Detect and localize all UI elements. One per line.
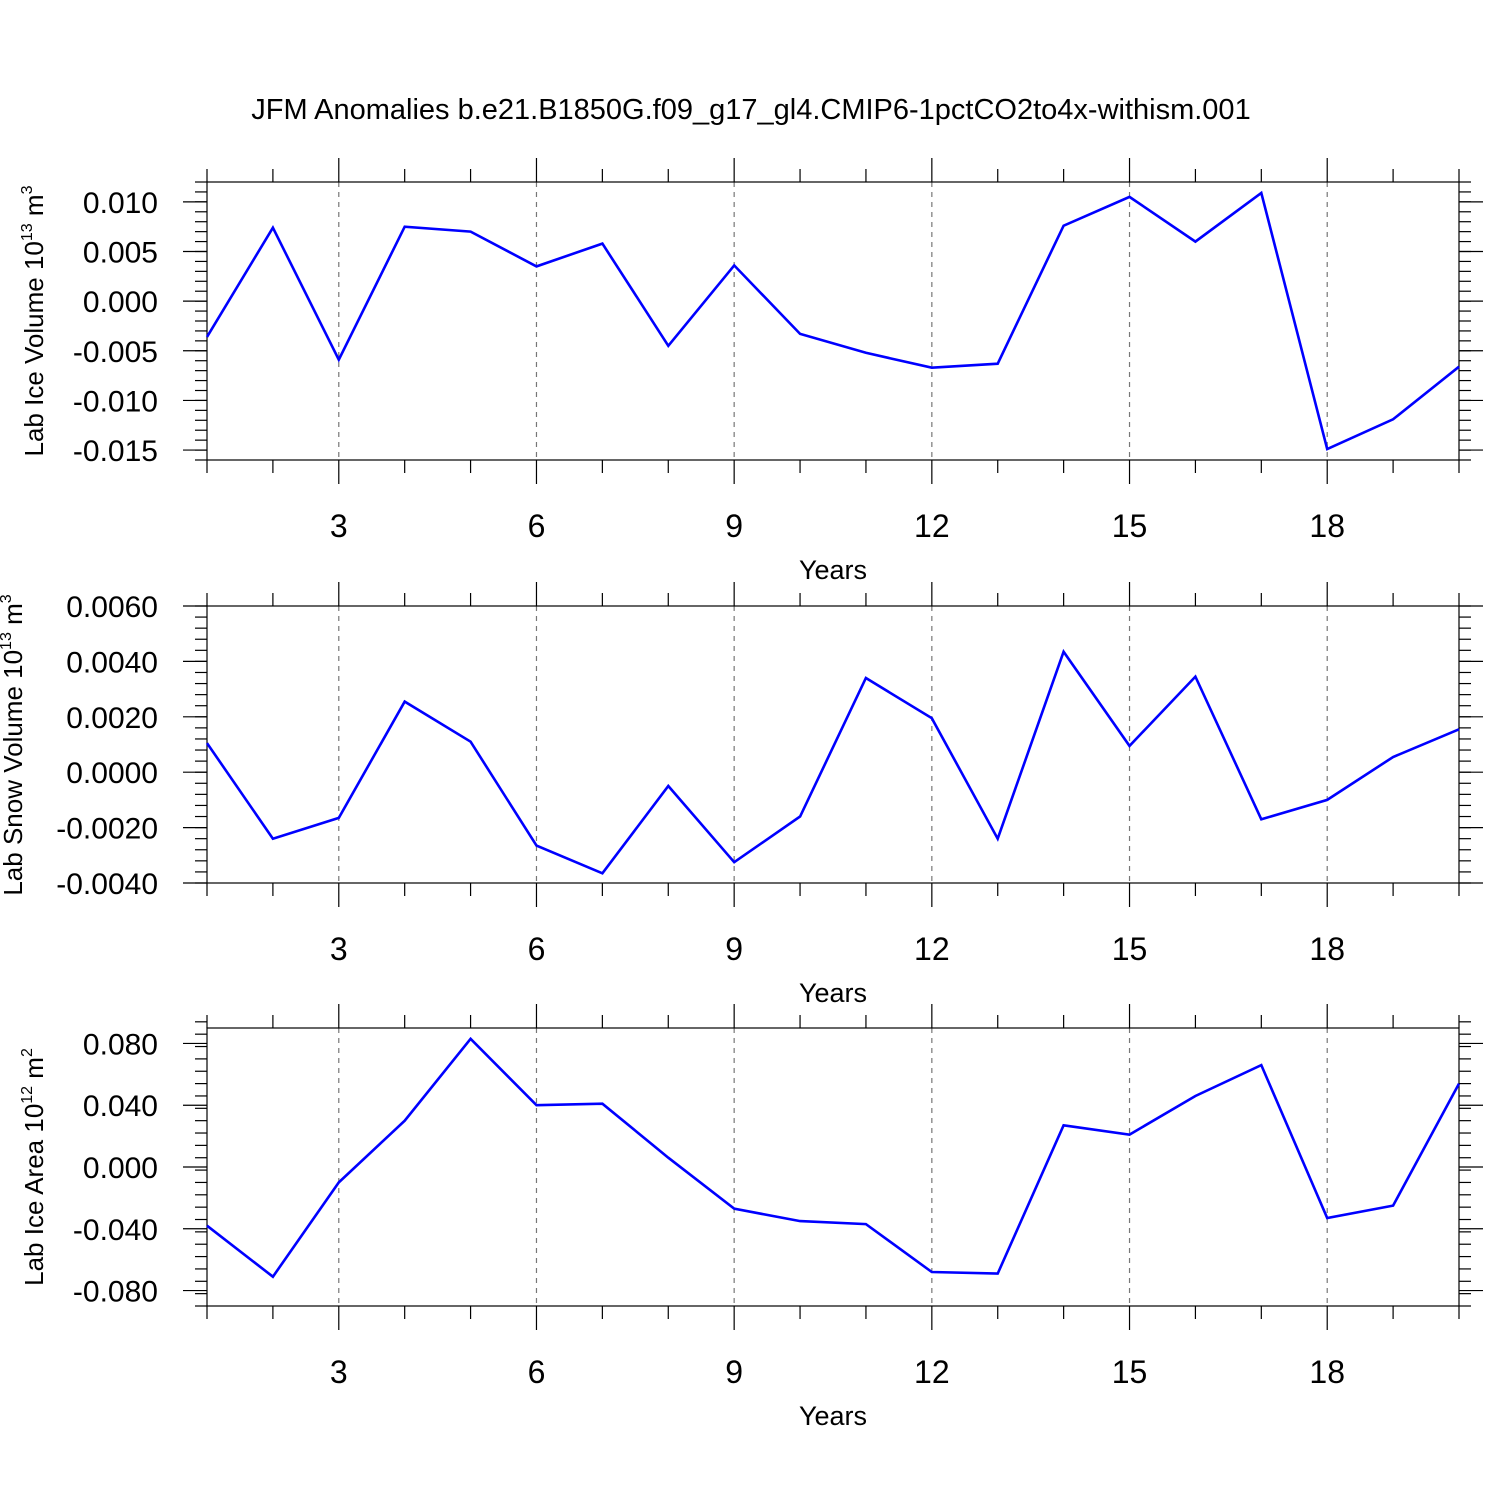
x-tick-label: 15	[1112, 931, 1148, 967]
y-axis-label: Lab Ice Volume 1013 m3	[19, 185, 49, 456]
x-tick-label: 9	[725, 931, 743, 967]
plot-frame	[206, 1027, 1460, 1307]
x-tick-label: 6	[528, 931, 546, 967]
series-line	[205, 648, 1460, 875]
y-tick-label: 0.005	[83, 237, 158, 270]
y-axis-label-unit-exponent: 3	[0, 594, 15, 603]
series-line	[206, 1036, 1461, 1279]
y-tick-label: -0.015	[73, 435, 158, 468]
y-tick-label: 0.040	[83, 1090, 158, 1123]
x-tick-label: 3	[330, 931, 348, 967]
x-tick-label: 12	[914, 1354, 950, 1390]
y-axis-label-exponent: 13	[19, 223, 36, 241]
x-tick-label: 18	[1309, 1354, 1345, 1390]
y-axis-label-exponent: 13	[0, 632, 15, 650]
y-axis-label-exponent: 12	[19, 1086, 36, 1104]
y-tick-label: 0.010	[83, 187, 158, 220]
panel-3: 0.080 0.040 0.000 -0.040 -0.080 3 6 9 12 15 18 Year…	[19, 1004, 1483, 1431]
y-axis-label-unit: m	[19, 1057, 49, 1086]
y-axis-label-text: Lab Ice Volume 10	[19, 241, 49, 456]
y-tick-label: 0.0000	[66, 757, 158, 790]
x-axis-label: Years	[799, 555, 867, 585]
x-tick-label: 6	[528, 1354, 546, 1390]
y-tick-label: -0.005	[73, 336, 158, 369]
y-axis-label-text: Lab Ice Area 10	[19, 1104, 49, 1286]
y-tick-label: -0.0020	[56, 813, 158, 846]
y-tick-label: -0.040	[73, 1214, 158, 1247]
y-tick-label: 0.0020	[66, 702, 158, 735]
y-tick-label: 0.0060	[66, 591, 158, 624]
x-tick-label: 15	[1112, 1354, 1148, 1390]
x-tick-label: 3	[330, 1354, 348, 1390]
y-tick-label: 0.000	[83, 1152, 158, 1185]
x-tick-label: 3	[330, 508, 348, 544]
x-axis-label: Years	[799, 1401, 867, 1431]
y-axis-label: Lab Snow Volume 1013 m3	[0, 594, 28, 895]
x-tick-label: 12	[914, 931, 950, 967]
y-axis-label-unit: m	[19, 194, 49, 223]
y-axis-label: Lab Ice Area 1012 m2	[19, 1048, 49, 1286]
x-tick-label: 12	[914, 508, 950, 544]
y-tick-label: -0.0040	[56, 868, 158, 901]
y-axis-label-text: Lab Snow Volume 10	[0, 650, 28, 896]
x-tick-label: 15	[1112, 508, 1148, 544]
x-tick-label: 9	[725, 1354, 743, 1390]
y-axis-label-unit-exponent: 2	[19, 1048, 36, 1057]
y-tick-label: 0.080	[83, 1028, 158, 1061]
x-tick-label: 9	[725, 508, 743, 544]
y-axis-label-unit: m	[0, 603, 28, 632]
y-tick-label: 0.000	[83, 286, 158, 319]
x-tick-label: 18	[1309, 508, 1345, 544]
y-tick-label: -0.010	[73, 385, 158, 418]
panel-2: 0.0060 0.0040 0.0020 0.0000 -0.0020 -0.0040 3 6…	[0, 582, 1483, 1008]
panels: 0.010 0.005 0.000 -0.005 -0.010 -0.015 3 6 9 12 15…	[0, 158, 1483, 1431]
x-tick-label: 6	[528, 508, 546, 544]
series-line	[205, 190, 1460, 451]
x-axis-label: Years	[799, 978, 867, 1008]
y-tick-label: -0.080	[73, 1276, 158, 1309]
y-tick-label: 0.0040	[66, 646, 158, 679]
x-tick-label: 18	[1309, 931, 1345, 967]
panel-1: 0.010 0.005 0.000 -0.005 -0.010 -0.015 3 6 9 12 15…	[19, 158, 1483, 585]
plot-frame	[206, 181, 1460, 461]
y-axis-label-unit-exponent: 3	[19, 185, 36, 194]
figure-title: JFM Anomalies b.e21.B1850G.f09_g17_gl4.C…	[251, 94, 1250, 126]
